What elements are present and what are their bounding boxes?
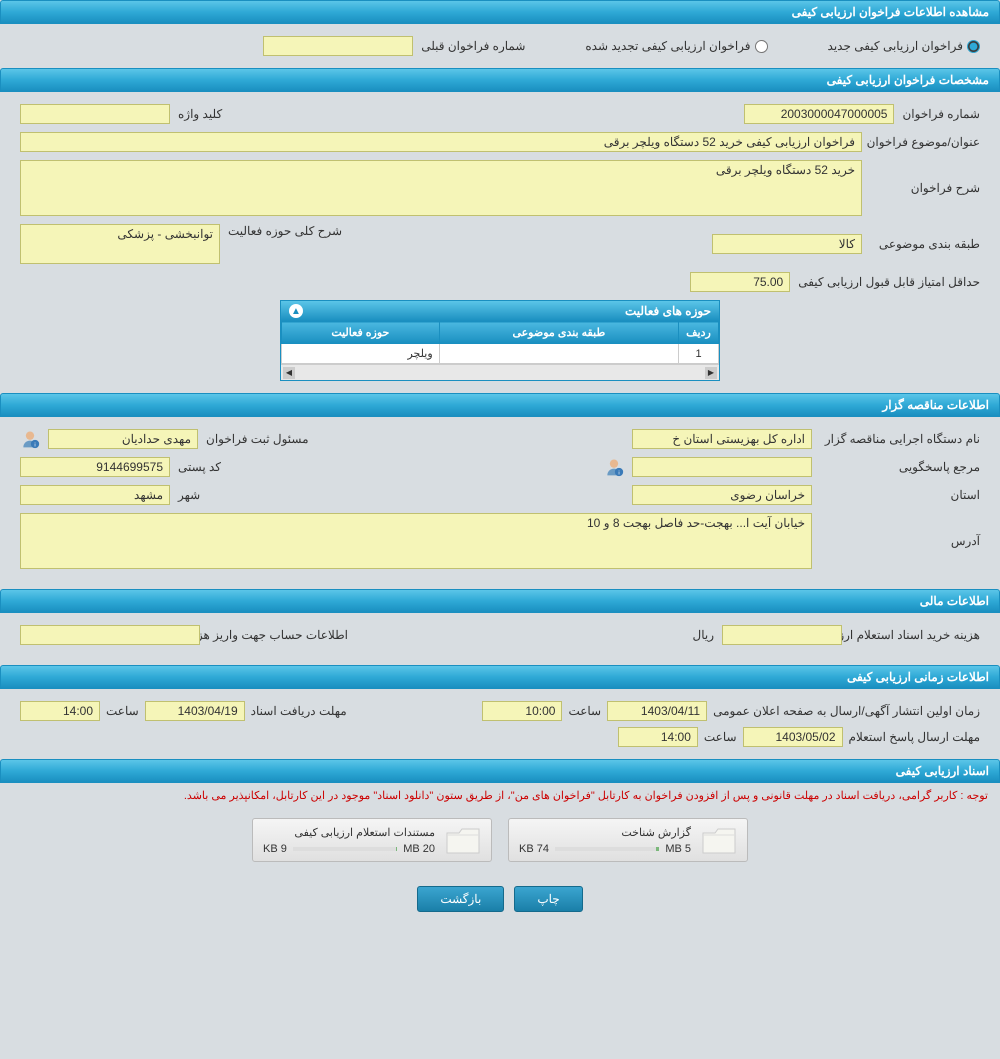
category-label: طبقه بندی موضوعی bbox=[870, 237, 980, 251]
folder-icon bbox=[701, 825, 737, 855]
cell-cat bbox=[439, 344, 678, 364]
publish-label: زمان اولین انتشار آگهی/ارسال به صفحه اعل… bbox=[713, 704, 980, 718]
cell-n: 1 bbox=[679, 344, 719, 364]
back-button[interactable]: بازگشت bbox=[417, 886, 504, 912]
doc-progress bbox=[555, 847, 659, 851]
doc-used: 9 KB bbox=[263, 843, 287, 855]
doc-card[interactable]: گزارش شناخت 5 MB 74 KB bbox=[508, 818, 748, 862]
doc-title: مستندات استعلام ارزیابی کیفی bbox=[263, 826, 435, 839]
section-body-financial: هزینه خرید اسناد استعلام ارزیابی کیفی ری… bbox=[0, 613, 1000, 665]
publish-time-field: 10:00 bbox=[482, 701, 562, 721]
address-field: خیابان آیت ا... بهجت-حد فاصل بهجت 8 و 10 bbox=[20, 513, 812, 569]
docs-notice: توجه : کاربر گرامی، دریافت اسناد در مهلت… bbox=[0, 783, 1000, 808]
city-field: مشهد bbox=[20, 485, 170, 505]
account-info-field bbox=[20, 625, 200, 645]
time-word: ساعت bbox=[106, 704, 139, 718]
person-icon: i bbox=[604, 457, 624, 477]
section-body-type: فراخوان ارزیابی کیفی جدید فراخوان ارزیاب… bbox=[0, 24, 1000, 68]
prev-call-number-field bbox=[263, 36, 413, 56]
radio-new-input[interactable] bbox=[967, 40, 980, 53]
section-header-docs: اسناد ارزیابی کیفی bbox=[0, 759, 1000, 783]
activity-table: حوزه های فعالیت ▲ ردیف طبقه بندی موضوعی … bbox=[280, 300, 720, 381]
activity-table-title: حوزه های فعالیت bbox=[625, 304, 711, 318]
call-desc-label: شرح فراخوان bbox=[870, 181, 980, 195]
reply-label: مهلت ارسال پاسخ استعلام bbox=[849, 730, 980, 744]
activity-desc-field: توانبخشی - پزشکی bbox=[20, 224, 220, 264]
account-info-label: اطلاعات حساب جهت واریز هزینه خرید اسناد bbox=[208, 628, 348, 642]
reg-resp-label: مسئول ثبت فراخوان bbox=[206, 432, 309, 446]
cell-field: ویلچر bbox=[282, 344, 440, 364]
section-body-tenderer: نام دستگاه اجرایی مناقصه گزار اداره کل ب… bbox=[0, 417, 1000, 589]
radio-renewed-input[interactable] bbox=[755, 40, 768, 53]
province-label: استان bbox=[820, 488, 980, 502]
reg-resp-field: مهدی حدادیان bbox=[48, 429, 198, 449]
person-icon: i bbox=[20, 429, 40, 449]
min-score-field: 75.00 bbox=[690, 272, 790, 292]
call-title-field: فراخوان ارزیابی کیفی خرید 52 دستگاه ویلچ… bbox=[20, 132, 862, 152]
svg-text:i: i bbox=[34, 443, 35, 449]
doc-cost-label: هزینه خرید اسناد استعلام ارزیابی کیفی bbox=[850, 628, 980, 642]
section-header-timing: اطلاعات زمانی ارزیابی کیفی bbox=[0, 665, 1000, 689]
doc-cost-field bbox=[722, 625, 842, 645]
min-score-label: حداقل امتیاز قابل قبول ارزیابی کیفی bbox=[798, 275, 980, 289]
postal-field: 9144699575 bbox=[20, 457, 170, 477]
activity-desc-label: شرح کلی حوزه فعالیت bbox=[228, 224, 342, 238]
call-title-label: عنوان/موضوع فراخوان bbox=[870, 135, 980, 149]
publish-date-field: 1403/04/11 bbox=[607, 701, 707, 721]
radio-renewed-call[interactable]: فراخوان ارزیابی کیفی تجدید شده bbox=[585, 39, 767, 53]
call-desc-field: خرید 52 دستگاه ویلچر برقی bbox=[20, 160, 862, 216]
prev-call-number-label: شماره فراخوان قبلی bbox=[421, 39, 525, 53]
doc-card[interactable]: مستندات استعلام ارزیابی کیفی 20 MB 9 KB bbox=[252, 818, 492, 862]
keyword-field bbox=[20, 104, 170, 124]
button-row: چاپ بازگشت bbox=[0, 872, 1000, 932]
doc-progress bbox=[293, 847, 397, 851]
col-category: طبقه بندی موضوعی bbox=[439, 322, 678, 344]
call-number-field: 2003000047000005 bbox=[744, 104, 894, 124]
deadline-time-field: 14:00 bbox=[20, 701, 100, 721]
postal-label: کد پستی bbox=[178, 460, 221, 474]
city-label: شهر bbox=[178, 488, 200, 502]
deadline-label: مهلت دریافت اسناد bbox=[251, 704, 347, 718]
org-field: اداره کل بهزیستی استان خ bbox=[632, 429, 812, 449]
folder-icon bbox=[445, 825, 481, 855]
category-field: کالا bbox=[712, 234, 862, 254]
org-label: نام دستگاه اجرایی مناقصه گزار bbox=[820, 432, 980, 446]
col-field: حوزه فعالیت bbox=[282, 322, 440, 344]
radio-renewed-label: فراخوان ارزیابی کیفی تجدید شده bbox=[585, 39, 750, 53]
contact-label: مرجع پاسخگویی bbox=[820, 460, 980, 474]
time-word: ساعت bbox=[568, 704, 601, 718]
section-header-tenderer: اطلاعات مناقصه گزار bbox=[0, 393, 1000, 417]
doc-total: 5 MB bbox=[665, 843, 691, 855]
scroll-left-icon[interactable]: ◀ bbox=[283, 367, 295, 379]
col-row: ردیف bbox=[679, 322, 719, 344]
doc-title: گزارش شناخت bbox=[519, 826, 691, 839]
doc-used: 74 KB bbox=[519, 843, 549, 855]
section-header-view-info: مشاهده اطلاعات فراخوان ارزیابی کیفی bbox=[0, 0, 1000, 24]
doc-total: 20 MB bbox=[403, 843, 435, 855]
print-button[interactable]: چاپ bbox=[514, 886, 582, 912]
reply-date-field: 1403/05/02 bbox=[743, 727, 843, 747]
radio-new-label: فراخوان ارزیابی کیفی جدید bbox=[828, 39, 963, 53]
currency-label: ریال bbox=[692, 628, 714, 642]
call-number-label: شماره فراخوان bbox=[902, 107, 980, 121]
section-body-call-spec: شماره فراخوان 2003000047000005 کلید واژه… bbox=[0, 92, 1000, 393]
collapse-icon[interactable]: ▲ bbox=[289, 304, 303, 318]
time-word: ساعت bbox=[704, 730, 737, 744]
section-body-timing: زمان اولین انتشار آگهی/ارسال به صفحه اعل… bbox=[0, 689, 1000, 759]
section-header-financial: اطلاعات مالی bbox=[0, 589, 1000, 613]
svg-text:i: i bbox=[618, 471, 619, 477]
docs-row: گزارش شناخت 5 MB 74 KB مستندات استعلام ا… bbox=[0, 808, 1000, 872]
province-field: خراسان رضوی bbox=[632, 485, 812, 505]
radio-new-call[interactable]: فراخوان ارزیابی کیفی جدید bbox=[828, 39, 980, 53]
deadline-date-field: 1403/04/19 bbox=[145, 701, 245, 721]
section-header-call-spec: مشخصات فراخوان ارزیابی کیفی bbox=[0, 68, 1000, 92]
keyword-label: کلید واژه bbox=[178, 107, 222, 121]
scroll-right-icon[interactable]: ▶ bbox=[705, 367, 717, 379]
address-label: آدرس bbox=[820, 534, 980, 548]
table-scrollbar[interactable]: ▶ ◀ bbox=[281, 364, 719, 380]
reply-time-field: 14:00 bbox=[618, 727, 698, 747]
table-row: 1 ویلچر bbox=[282, 344, 719, 364]
contact-field bbox=[632, 457, 812, 477]
